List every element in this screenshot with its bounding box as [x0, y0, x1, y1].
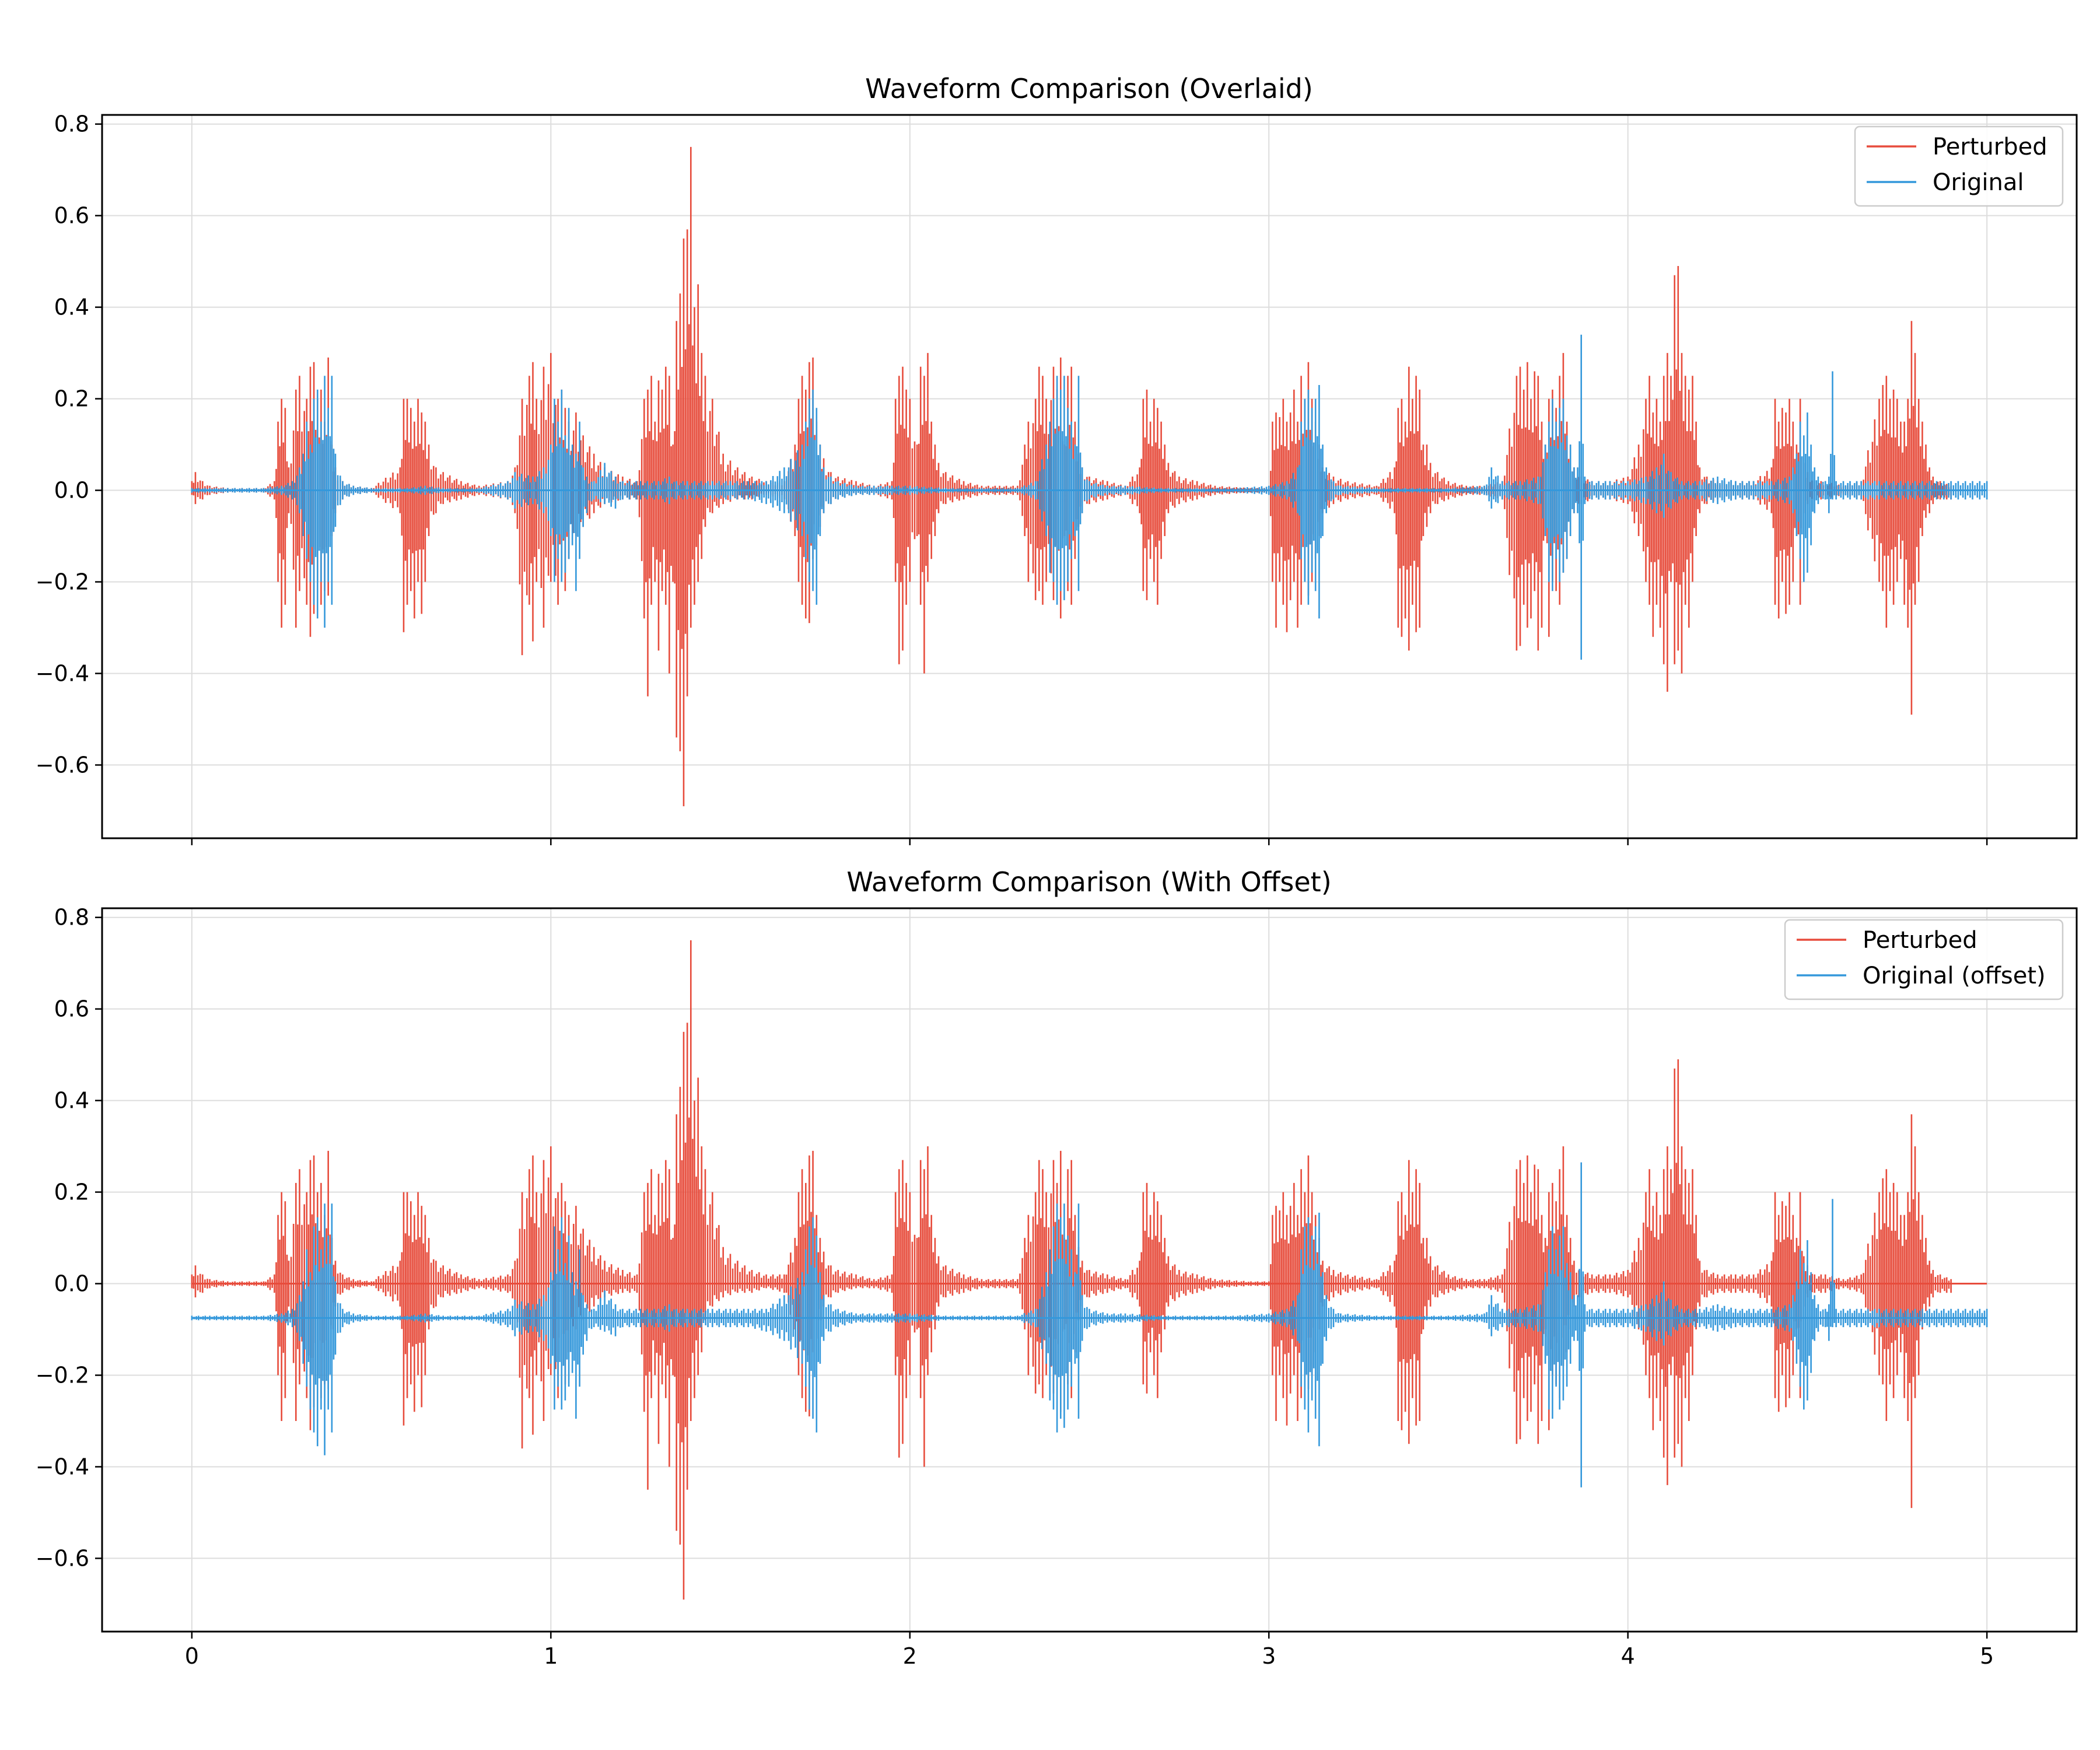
offset-x-ticks: 0 1 2 3 4 5 — [185, 1632, 1994, 1669]
offset-chart-title: Waveform Comparison (With Offset) — [846, 866, 1331, 898]
offset-legend: Perturbed Original (offset) — [1784, 919, 2064, 1000]
y-tick-label: −0.6 — [36, 1545, 89, 1571]
offset-axes-frame — [101, 907, 2078, 1633]
overlaid-legend: Perturbed Original — [1854, 125, 2064, 207]
y-tick-label: 0.4 — [54, 1088, 89, 1114]
y-tick-label: 0.4 — [54, 295, 89, 320]
offset-chart-panel: 0 1 2 3 4 5 0.8 0.6 0.4 0.2 0.0 −0.2 −0.4 −0.6 Wavef… — [36, 866, 2078, 1669]
x-tick-label: 1 — [544, 1643, 558, 1669]
y-tick-label: 0.0 — [54, 478, 89, 503]
x-tick-label: 5 — [1980, 1643, 1994, 1669]
x-tick-label: 3 — [1262, 1643, 1276, 1669]
y-tick-label: 0.2 — [54, 1180, 89, 1205]
y-tick-label: 0.6 — [54, 203, 89, 229]
overlaid-series-layer — [191, 146, 1988, 807]
offset-legend-perturbed-label: Perturbed — [1863, 927, 1978, 954]
overlaid-axes-frame — [101, 114, 2078, 839]
offset-legend-original-label: Original (offset) — [1863, 963, 2046, 989]
y-tick-label: −0.4 — [36, 660, 89, 686]
offset-series-layer — [191, 940, 1988, 1600]
y-tick-label: −0.2 — [36, 569, 89, 595]
offset-legend-box — [1784, 919, 2064, 1000]
overlaid-chart-panel: 0.8 0.6 0.4 0.2 0.0 −0.2 −0.4 −0.6 Waveform Com… — [36, 73, 2078, 845]
y-tick-label: −0.6 — [36, 752, 89, 778]
y-tick-label: 0.6 — [54, 996, 89, 1022]
x-tick-label: 0 — [185, 1643, 199, 1669]
overlaid-x-ticks — [191, 838, 1988, 845]
series-original-waveform — [191, 1162, 1988, 1488]
overlaid-legend-perturbed-label: Perturbed — [1933, 134, 2048, 160]
overlaid-chart-title: Waveform Comparison (Overlaid) — [865, 73, 1313, 104]
overlaid-y-ticks: 0.8 0.6 0.4 0.2 0.0 −0.2 −0.4 −0.6 — [36, 111, 102, 778]
overlaid-legend-original-label: Original — [1933, 169, 2024, 196]
x-tick-label: 2 — [903, 1643, 917, 1669]
y-tick-label: 0.8 — [54, 111, 89, 137]
y-tick-label: −0.4 — [36, 1454, 89, 1479]
x-tick-label: 4 — [1621, 1643, 1635, 1669]
y-tick-label: −0.2 — [36, 1363, 89, 1388]
y-tick-label: 0.8 — [54, 905, 89, 930]
offset-y-ticks: 0.8 0.6 0.4 0.2 0.0 −0.2 −0.4 −0.6 — [36, 905, 102, 1571]
y-tick-label: 0.0 — [54, 1271, 89, 1297]
y-tick-label: 0.2 — [54, 386, 89, 412]
